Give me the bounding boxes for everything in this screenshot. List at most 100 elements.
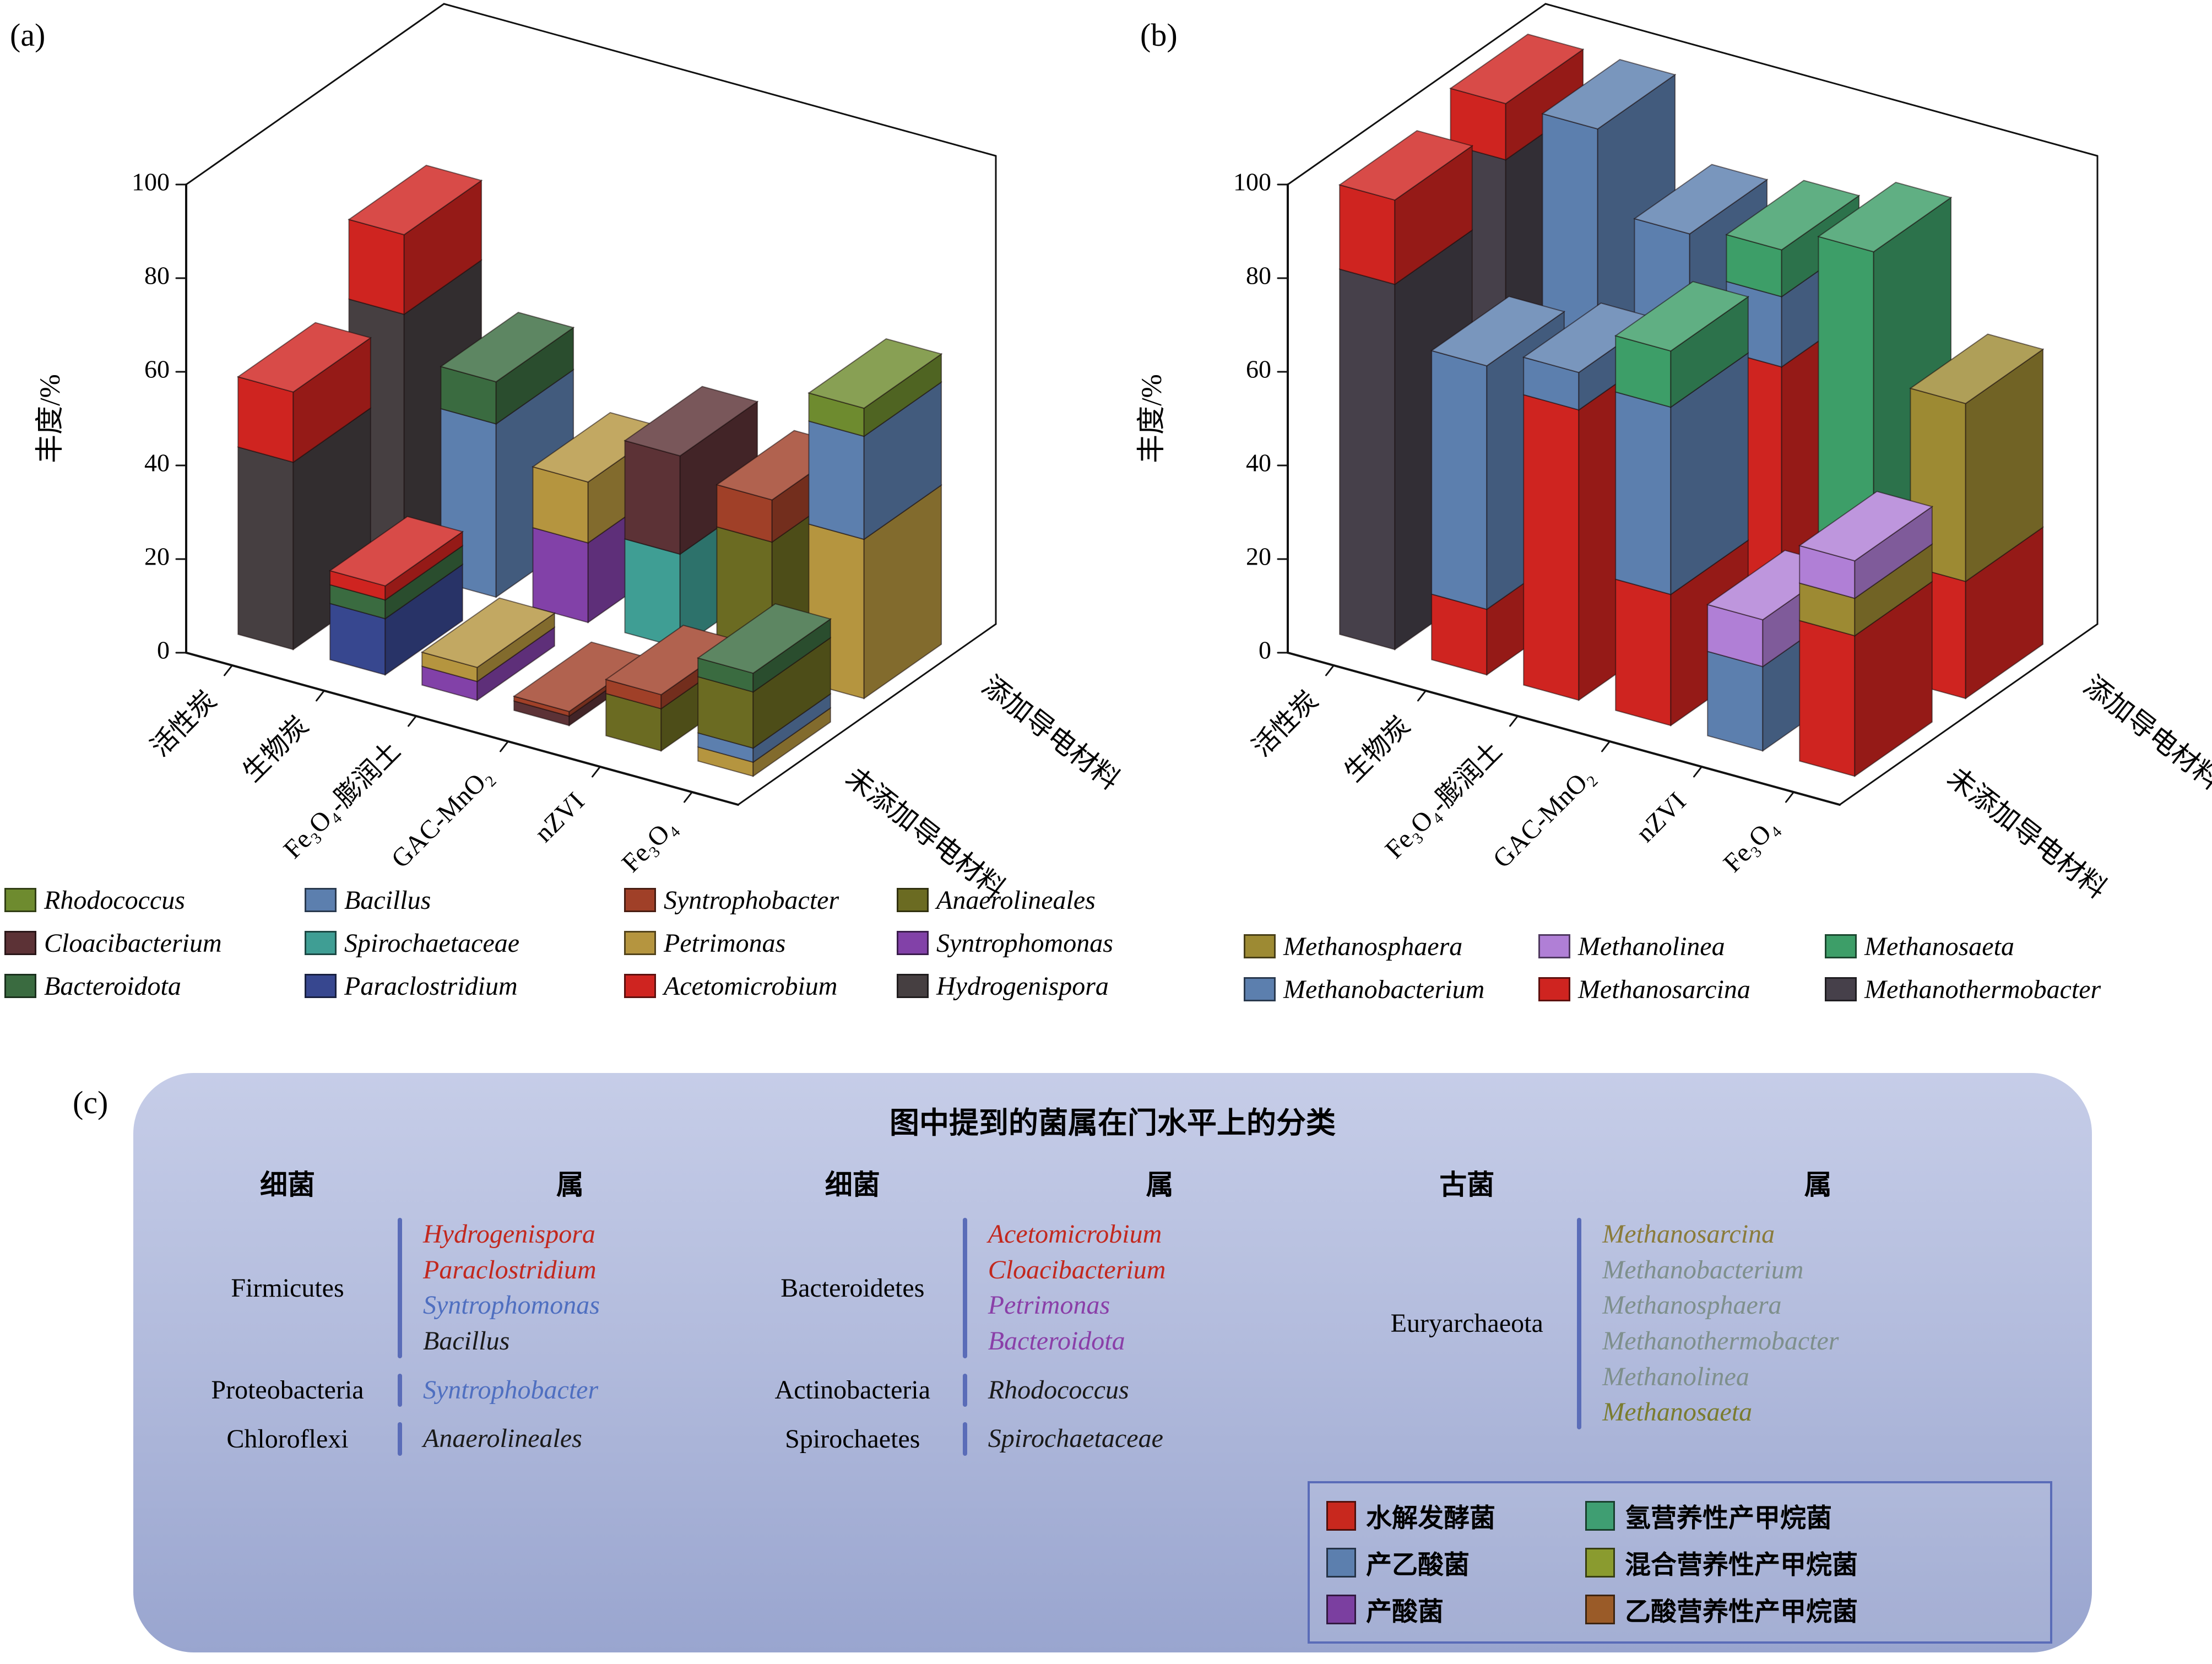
axis-line (224, 664, 233, 676)
category-label: GAC-MnO₂ (1487, 761, 1600, 874)
legend-column: Syntrophobacter Petrimonas Acetomicrobium (624, 886, 897, 1001)
phylum-name: Firmicutes (231, 1273, 344, 1303)
legend-swatch (897, 888, 929, 912)
legend-item-syntrophobacter: Syntrophobacter (624, 886, 897, 915)
y-tick-label: 80 (144, 262, 170, 290)
legend-column: Bacillus Spirochaetaceae Paraclostridium (305, 885, 624, 1001)
divider (398, 1422, 402, 1456)
axis-line (1785, 791, 1794, 803)
legend-swatch (1244, 934, 1276, 958)
legend-item-spirochaetaceae: Spirochaetaceae (305, 928, 624, 958)
bar-segment-top-Bacteroidota (440, 312, 575, 383)
axis-line (1509, 715, 1519, 727)
y-tick-label: 0 (1259, 636, 1271, 664)
bar-segment-top-Methanosaeta (1614, 281, 1750, 352)
taxonomy-row-firmicutes: Firmicutes Hydrogenispora Paraclostridium S… (177, 1217, 742, 1359)
legend-label: Anaerolineales (936, 885, 1096, 915)
legend-label: Methanosphaera (1283, 931, 1463, 961)
axis-line (185, 3, 445, 186)
functional-legend-label: 产酸菌 (1366, 1598, 1444, 1627)
taxonomy-row-euryarchaeota: Euryarchaeota Methanosarcina Methanobacter… (1357, 1217, 2059, 1430)
taxonomy-group: 细菌 属 Firmicutes Hydrogenispora Paraclostridi… (177, 1163, 742, 1470)
legend-label: Cloacibacterium (44, 928, 222, 958)
legend-label: Syntrophomonas (936, 928, 1113, 958)
depth-label-not-added: 未添加导电材料 (840, 762, 1011, 905)
panel-c-letter: (c) (73, 1085, 109, 1120)
legend-label: Methanobacterium (1283, 974, 1485, 1004)
genus-list: Spirochaetaceae (988, 1421, 1163, 1457)
header-genus: 属 (1804, 1169, 1832, 1200)
legend-label: Spirochaetaceae (344, 928, 520, 958)
legend-item-syntrophomonas: Syntrophomonas (897, 928, 1205, 958)
legend-item-bacteroidota: Bacteroidota (4, 971, 305, 1001)
genus-methanolinea: Methanolinea (1602, 1362, 1749, 1391)
legend-swatch (624, 888, 656, 912)
axis-line (1693, 766, 1703, 778)
legend-item-methanothermobacter: Methanothermobacter (1825, 975, 2210, 1004)
legend-swatch (305, 974, 337, 998)
y-tick-label: 80 (1246, 262, 1271, 290)
legend-column: Anaerolineales Syntrophomonas Hydrogenispo… (897, 885, 1205, 1001)
axis-line (500, 740, 509, 752)
bar-segment-top-Acetomicrobium (236, 322, 372, 393)
functional-legend-item: 氢营养性产甲烷菌 (1585, 1497, 2034, 1535)
phylum-name: Euryarchaeota (1390, 1309, 1543, 1338)
axis-line (1325, 664, 1335, 676)
bar-segment-front-Methanobacterium (1707, 651, 1764, 752)
legend-item-cloacibacterium: Cloacibacterium (4, 928, 305, 958)
legend-swatch (305, 931, 337, 955)
functional-legend-item: 水解发酵菌 (1326, 1497, 1585, 1535)
legend-label: Methanosaeta (1864, 931, 2014, 961)
genus-anaerolineales: Anaerolineales (423, 1424, 582, 1454)
taxonomy-header-row: 细菌 属 (742, 1163, 1357, 1202)
y-tick-label: 100 (132, 168, 170, 196)
y-tick-label: 20 (144, 543, 170, 571)
category-label: nZVI (1630, 787, 1691, 848)
legend-swatch (305, 888, 337, 912)
functional-legend-swatch (1326, 1594, 1356, 1624)
bar-segment-top-Acetomicrobium (348, 165, 483, 236)
legend-label: Hydrogenispora (936, 971, 1109, 1001)
genus-list: Rhodococcus (988, 1373, 1129, 1408)
axis-line (316, 690, 325, 702)
category-label: nZVI (529, 787, 590, 848)
legend-label: Rhodococcus (44, 885, 185, 915)
genus-methanosarcina: Methanosarcina (1602, 1219, 1775, 1249)
genus-list: Methanosarcina Methanobacterium Methanosph… (1602, 1217, 1839, 1430)
bar-segment-front-Methanobacterium (1615, 391, 1672, 595)
functional-legend-label: 乙酸营养性产甲烷菌 (1625, 1598, 1858, 1627)
y-axis-title: 丰度/% (1136, 374, 1168, 463)
axis-line (1839, 623, 2099, 806)
genus-hydrogenispora: Hydrogenispora (423, 1219, 595, 1249)
legend-swatch (624, 974, 656, 998)
axis-line (1417, 690, 1427, 702)
legend-column: Methanosphaera Methanobacterium (1244, 932, 1538, 1004)
bar-segment-front-Methanosarcina (1615, 578, 1672, 727)
taxonomy-row-bacteroidetes: Bacteroidetes Acetomicrobium Cloacibacteri… (742, 1217, 1357, 1359)
legend-item-anaerolineales: Anaerolineales (897, 885, 1205, 915)
legend-label: Bacteroidota (44, 971, 181, 1001)
legend-swatch (4, 931, 36, 955)
divider (962, 1373, 967, 1407)
taxonomy-header-row: 细菌 属 (177, 1163, 742, 1202)
legend-label: Bacillus (344, 885, 431, 915)
legend-item-methanosarcina: Methanosarcina (1538, 975, 1825, 1004)
y-tick-label: 60 (1246, 355, 1271, 383)
header-phylum: 古菌 (1439, 1169, 1495, 1200)
axis-line (185, 652, 739, 806)
header-phylum: 细菌 (260, 1169, 315, 1200)
bar-segment-front-Cloacibacterium (624, 440, 681, 555)
category-label: 活性炭 (145, 685, 222, 762)
y-axis-title: 丰度/% (35, 374, 66, 463)
divider (398, 1373, 402, 1407)
legend-label: Methanosarcina (1578, 974, 1750, 1004)
legend-swatch (1538, 934, 1570, 958)
genus-acetomicrobium: Acetomicrobium (988, 1219, 1162, 1249)
bar-segment-front-Acetomicrobium (348, 219, 405, 315)
taxonomy-row-chloroflexi: Chloroflexi Anaerolineales (177, 1421, 742, 1457)
bar-segment-front-Bacillus (808, 420, 865, 540)
genus-methanobacterium: Methanobacterium (1602, 1255, 1804, 1284)
legend-item-rhodococcus: Rhodococcus (4, 885, 305, 915)
